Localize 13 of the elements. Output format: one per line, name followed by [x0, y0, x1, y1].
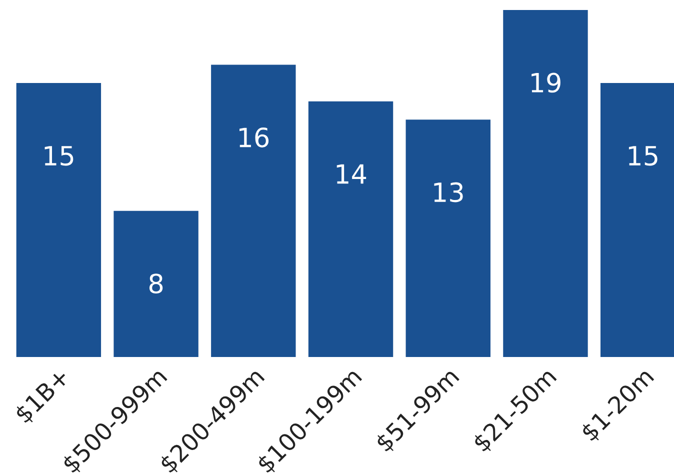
data-label: 15	[44, 146, 74, 166]
bar	[16, 83, 102, 357]
bar	[114, 210, 198, 357]
data-label: 8	[149, 274, 163, 294]
bar	[211, 64, 296, 357]
data-label: 13	[434, 182, 463, 202]
bar	[308, 101, 394, 357]
data-label: 15	[628, 146, 658, 166]
data-label: 16	[240, 127, 269, 148]
data-label: 19	[532, 72, 560, 93]
bar	[503, 10, 588, 357]
bar	[406, 120, 490, 357]
data-label: 14	[336, 164, 366, 184]
